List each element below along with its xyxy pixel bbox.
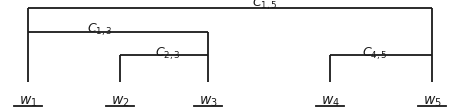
Text: $C_{1,3}$: $C_{1,3}$ xyxy=(87,22,113,38)
Text: $\mathit{w}_1$: $\mathit{w}_1$ xyxy=(18,95,37,109)
Text: $\mathit{w}_2$: $\mathit{w}_2$ xyxy=(110,95,129,109)
Text: $\mathit{w}_4$: $\mathit{w}_4$ xyxy=(320,95,339,109)
Text: $\mathit{w}_5$: $\mathit{w}_5$ xyxy=(422,95,441,109)
Text: $C_{4,5}$: $C_{4,5}$ xyxy=(361,46,387,62)
Text: $C_{2,3}$: $C_{2,3}$ xyxy=(155,46,180,62)
Text: $\mathit{w}_3$: $\mathit{w}_3$ xyxy=(198,95,217,109)
Text: $C_{1,5}$: $C_{1,5}$ xyxy=(252,0,277,12)
